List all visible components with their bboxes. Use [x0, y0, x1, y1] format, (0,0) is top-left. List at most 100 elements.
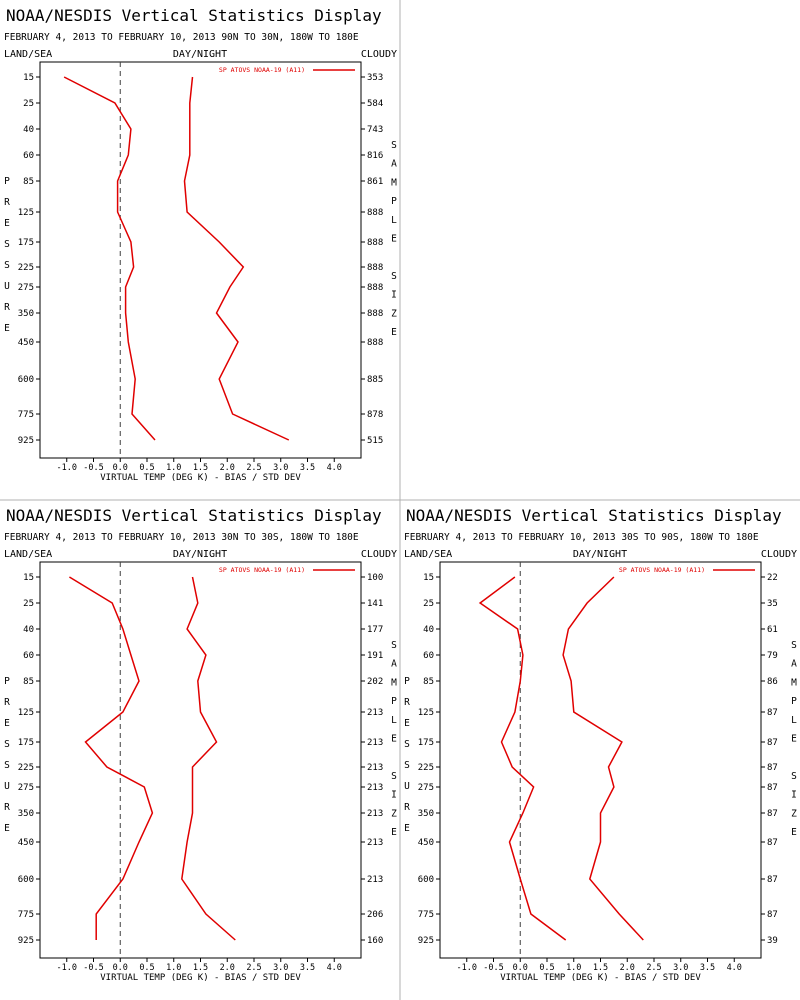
sample-size-label: 213	[367, 708, 383, 718]
std-dev-series-line	[562, 576, 644, 941]
y2-axis-label-char: A	[391, 659, 397, 670]
sample-size-label: 160	[367, 936, 383, 946]
x-tick-label: 0.5	[539, 963, 554, 973]
y-axis-label-char: S	[4, 239, 10, 250]
y2-axis-label-char: P	[791, 696, 797, 707]
pressure-level-label: 450	[18, 838, 34, 848]
pressure-level-label: 275	[418, 783, 434, 793]
y2-axis-label-char: Z	[391, 808, 397, 819]
sample-size-label: 816	[367, 151, 383, 161]
x-axis-label: VIRTUAL TEMP (DEG K) - BIAS / STD DEV	[100, 473, 301, 483]
y2-axis-label-char: A	[791, 659, 797, 670]
x-tick-label: -1.0	[57, 963, 77, 973]
x-tick-label: 4.0	[327, 463, 342, 473]
pressure-level-label: 175	[18, 238, 34, 248]
y2-axis-label-char: P	[391, 696, 397, 707]
pressure-level-label: 40	[423, 625, 434, 635]
sample-size-label: 22	[767, 573, 778, 583]
y2-axis-label-char: E	[391, 734, 397, 745]
x-tick-label: -1.0	[57, 463, 77, 473]
sample-size-label: 743	[367, 125, 383, 135]
x-tick-label: -0.5	[83, 963, 103, 973]
y-axis-label-char: P	[404, 676, 410, 687]
y-axis-label-char: R	[4, 197, 10, 208]
x-tick-label: -0.5	[83, 463, 103, 473]
sample-size-label: 213	[367, 763, 383, 773]
y-axis-label-char: R	[4, 302, 10, 313]
sample-size-label: 87	[767, 783, 778, 793]
header-day-night: DAY/NIGHT	[573, 549, 627, 560]
chart-title: NOAA/NESDIS Vertical Statistics Display	[406, 506, 782, 525]
bias-series-line	[478, 576, 567, 941]
sample-size-label: 100	[367, 573, 383, 583]
plot-frame	[39, 561, 362, 959]
pressure-level-label: 925	[18, 436, 34, 446]
y-axis-label-char: P	[4, 676, 10, 687]
y-axis-label-char: U	[404, 781, 410, 792]
y2-axis-label-char: S	[391, 271, 397, 282]
x-tick-label: 3.5	[700, 963, 715, 973]
y-axis-label-char: S	[4, 760, 10, 771]
y-axis-label-char: S	[4, 739, 10, 750]
pressure-level-label: 450	[418, 838, 434, 848]
pressure-level-label: 125	[18, 208, 34, 218]
sample-size-label: 861	[367, 177, 383, 187]
pressure-level-label: 60	[423, 651, 434, 661]
y-axis-label-char: E	[404, 718, 410, 729]
pressure-level-label: 85	[23, 677, 34, 687]
sample-size-label: 888	[367, 309, 383, 319]
sample-size-label: 353	[367, 73, 383, 83]
pressure-level-label: 40	[23, 125, 34, 135]
y-axis-label-char: E	[4, 718, 10, 729]
pressure-level-label: 15	[23, 573, 34, 583]
legend-label: SP ATOVS NOAA-19 (A11)	[619, 566, 705, 574]
y-axis-label-char: E	[4, 823, 10, 834]
x-tick-label: 0.5	[139, 963, 154, 973]
x-tick-label: 3.0	[273, 963, 288, 973]
pressure-level-label: 225	[418, 763, 434, 773]
sample-size-label: 213	[367, 838, 383, 848]
x-tick-label: 2.5	[646, 963, 661, 973]
std-dev-series-line	[183, 76, 290, 441]
y-axis-label-char: E	[404, 823, 410, 834]
y-axis-label-char: R	[4, 697, 10, 708]
pressure-level-label: 350	[418, 809, 434, 819]
pressure-level-label: 775	[418, 910, 434, 920]
sample-size-label: 888	[367, 283, 383, 293]
plot-frame	[39, 61, 362, 459]
sample-size-label: 87	[767, 875, 778, 885]
sample-size-label: 87	[767, 738, 778, 748]
chart-subtitle: FEBRUARY 4, 2013 TO FEBRUARY 10, 2013 30…	[4, 532, 359, 543]
sample-size-label: 888	[367, 338, 383, 348]
y2-axis-label-char: E	[391, 827, 397, 838]
sample-size-label: 878	[367, 410, 383, 420]
chart-subtitle: FEBRUARY 4, 2013 TO FEBRUARY 10, 2013 90…	[4, 32, 359, 43]
header-land-sea: LAND/SEA	[404, 549, 452, 560]
y2-axis-label-char: S	[791, 640, 797, 651]
x-tick-label: 1.0	[166, 963, 181, 973]
x-tick-label: 4.0	[727, 963, 742, 973]
sample-size-label: 87	[767, 763, 778, 773]
chart-title: NOAA/NESDIS Vertical Statistics Display	[6, 506, 382, 525]
y-axis-label-char: R	[4, 802, 10, 813]
y2-axis-label-char: Z	[791, 808, 797, 819]
y2-axis-label-char: S	[391, 640, 397, 651]
y2-axis-label-char: I	[391, 290, 397, 301]
y2-axis-label-char: Z	[391, 308, 397, 319]
sample-size-label: 885	[367, 375, 383, 385]
y2-axis-label-char: L	[391, 215, 397, 226]
x-tick-label: 3.0	[673, 963, 688, 973]
pressure-level-label: 275	[18, 783, 34, 793]
x-tick-label: 3.5	[300, 963, 315, 973]
header-day-night: DAY/NIGHT	[173, 549, 227, 560]
pressure-level-label: 600	[18, 875, 34, 885]
x-tick-label: 1.0	[566, 963, 581, 973]
y-axis-label-char: U	[4, 281, 10, 292]
header-day-night: DAY/NIGHT	[173, 49, 227, 60]
sample-size-label: 888	[367, 238, 383, 248]
y-axis-label-char: S	[404, 760, 410, 771]
chart-subtitle: FEBRUARY 4, 2013 TO FEBRUARY 10, 2013 30…	[404, 532, 759, 543]
pressure-level-label: 600	[418, 875, 434, 885]
y2-axis-label-char: S	[791, 771, 797, 782]
x-axis-label: VIRTUAL TEMP (DEG K) - BIAS / STD DEV	[500, 973, 701, 983]
